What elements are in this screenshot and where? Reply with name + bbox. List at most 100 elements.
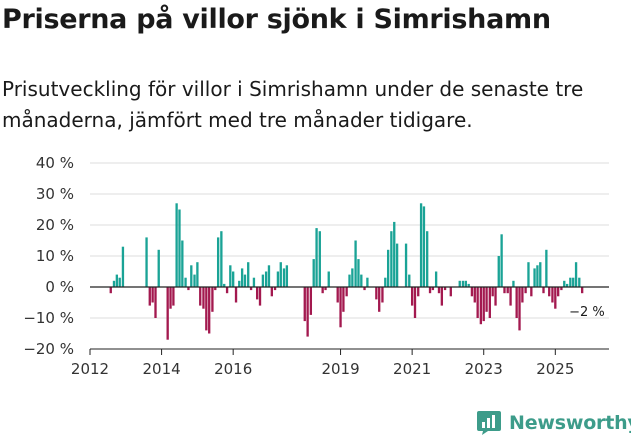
bar: [503, 287, 506, 294]
bar: [524, 287, 527, 294]
bar: [530, 287, 533, 297]
bar: [184, 277, 187, 287]
x-tick-label: 2019: [321, 360, 359, 378]
bar: [422, 206, 426, 287]
bar: [238, 280, 241, 287]
bar: [548, 287, 551, 297]
bar: [336, 287, 339, 303]
bar: [506, 287, 509, 294]
bar: [229, 265, 232, 287]
last-value-annotation: −2 %: [569, 305, 605, 320]
bar: [273, 287, 277, 291]
bar: [255, 287, 259, 300]
bar: [458, 280, 461, 287]
bar: [247, 262, 250, 287]
bar: [437, 287, 441, 294]
bar: [351, 268, 354, 287]
bar: [306, 287, 309, 337]
bar: [196, 262, 199, 287]
bar: [461, 280, 465, 287]
bar: [348, 274, 351, 287]
x-tick-label: 2023: [465, 360, 503, 378]
bar: [479, 287, 483, 325]
bar: [220, 231, 223, 287]
bar: [234, 287, 238, 303]
bar: [225, 287, 229, 294]
bar: [485, 287, 488, 312]
bar: [491, 287, 494, 297]
bar: [342, 287, 345, 312]
bar: [467, 283, 470, 287]
bar: [223, 283, 226, 287]
bar: [357, 259, 360, 287]
bar: [557, 287, 560, 297]
bar: [378, 287, 381, 312]
bar: [303, 287, 306, 322]
bar: [312, 259, 315, 287]
bar: [521, 287, 524, 303]
bar: [572, 277, 575, 287]
bar: [193, 274, 196, 287]
bar: [181, 240, 184, 287]
bar: [494, 287, 497, 306]
bar: [148, 287, 151, 306]
x-axis-labels: 2012 2014 2016 2019 2021 2023 2025: [71, 360, 574, 378]
bar: [488, 287, 491, 318]
bar: [384, 277, 387, 287]
bar: [580, 287, 584, 294]
bar: [240, 268, 244, 287]
x-tick-label: 2016: [214, 360, 252, 378]
y-tick-label: 40 %: [36, 154, 74, 172]
bar: [145, 237, 148, 287]
bar: [175, 203, 178, 287]
bar: [202, 287, 205, 309]
bar: [410, 287, 414, 306]
bar: [187, 287, 190, 291]
bar: [121, 246, 125, 287]
bar: [282, 268, 286, 287]
bar: [554, 287, 557, 309]
y-tick-label: 0 %: [45, 278, 74, 296]
y-axis-labels: 40 % 30 % 20 % 10 % 0 % −10 % −20 %: [23, 154, 74, 358]
bar: [232, 271, 235, 287]
bar: [208, 287, 211, 334]
bar: [363, 287, 366, 291]
bar: [199, 287, 202, 306]
bar: [470, 287, 474, 297]
bar: [512, 280, 515, 287]
bar: [539, 262, 542, 287]
bar: [381, 287, 384, 303]
bar: [327, 271, 330, 287]
bar: [279, 262, 282, 287]
y-tick-label: 30 %: [36, 185, 74, 203]
bar: [413, 287, 417, 318]
page-title: Priserna på villor sjönk i Simrishamn: [2, 4, 551, 35]
bar: [533, 268, 536, 287]
y-tick-label: −20 %: [23, 340, 74, 358]
bar: [252, 277, 256, 287]
bar: [360, 274, 363, 287]
bar: [216, 237, 220, 287]
bar: [375, 287, 378, 300]
bar: [545, 249, 548, 287]
bar: [449, 287, 452, 297]
bar: [476, 287, 479, 318]
bar: [417, 287, 420, 297]
bar: [264, 271, 268, 287]
x-tick-label: 2014: [142, 360, 180, 378]
bar: [211, 287, 214, 312]
x-tick-label: 2012: [71, 360, 109, 378]
bar: [497, 256, 500, 287]
bar: [258, 287, 262, 306]
bar: [166, 287, 169, 340]
bar: [560, 287, 563, 291]
bar: [428, 287, 432, 294]
bar: [324, 287, 327, 291]
brand-name: Newsworthy: [509, 412, 631, 434]
bar: [315, 228, 318, 287]
bars: [109, 203, 584, 340]
y-tick-label: 10 %: [36, 247, 74, 265]
bar: [345, 287, 348, 297]
bar: [431, 287, 435, 291]
bar: [408, 274, 411, 287]
